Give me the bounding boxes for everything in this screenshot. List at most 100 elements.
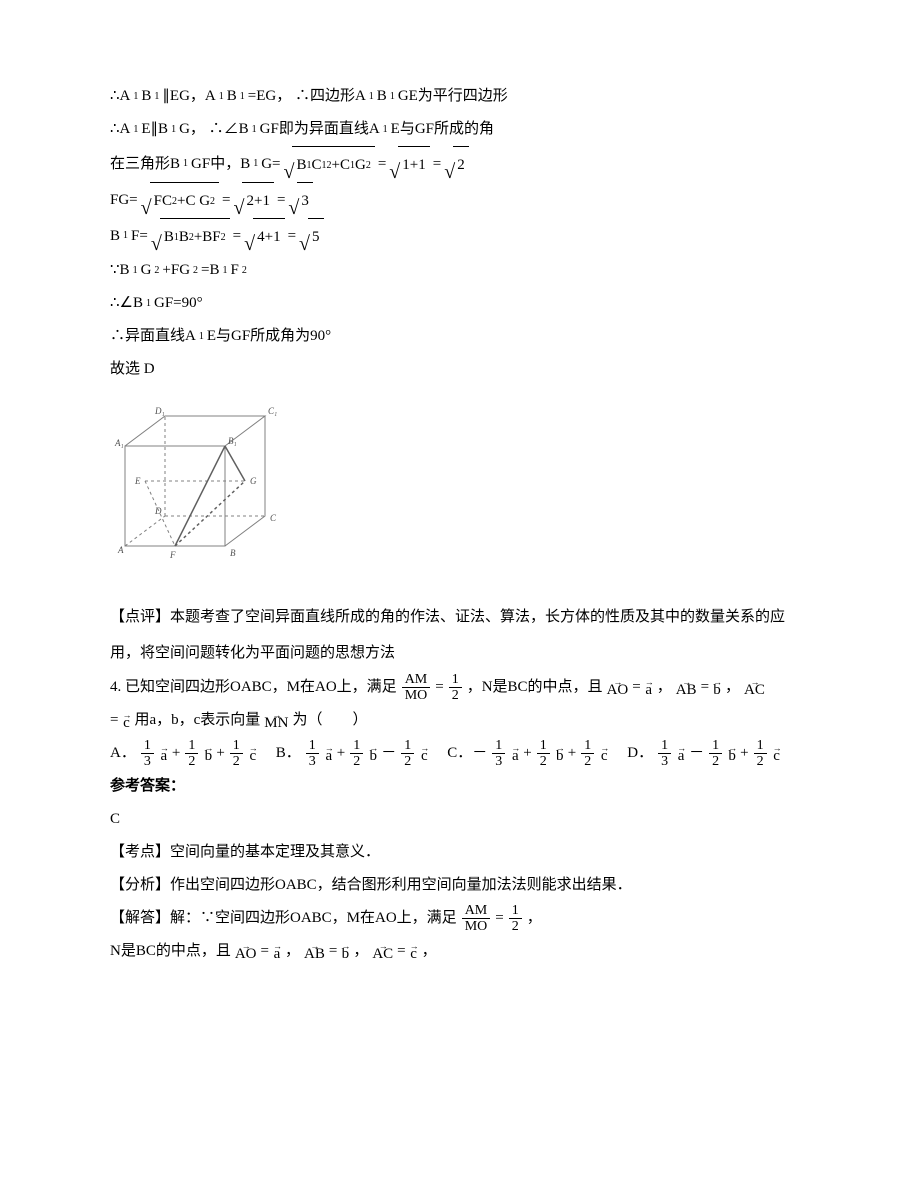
svg-text:B: B [230,548,236,558]
text: ， [725,671,740,704]
text: ， [657,671,672,704]
vec: →MN [264,711,288,731]
text: 2+1 [242,182,273,218]
frac: 12 [449,672,462,704]
text: = [110,704,118,737]
line-9: 故选 D [110,353,810,386]
sup: 2 [210,191,215,213]
line-7: ∴∠B1GF=90° [110,287,810,320]
text: B [141,80,151,113]
text: =EG， ∴四边形A [248,80,366,113]
text: B [164,221,174,254]
text: B [377,80,387,113]
line-5: B1F= √B1B2+BF2 = √4+1 = √5 [110,218,810,254]
text: +BF [194,221,221,254]
vec: →AO [235,942,257,962]
sub: 1 [253,153,258,175]
vec: →a [273,942,281,962]
jieda-line2: N是BC的中点，且 →AO = →a ， →AB = →b ， →AC = →c… [110,935,810,968]
text: N是BC的中点，且 [110,935,231,968]
q4-line1: 4. 已知空间四边形OABC，M在AO上，满足 AMMO = 12 ，N是BC的… [110,671,810,704]
sqrt: √5 [299,218,323,254]
text: 2 [453,146,469,182]
sub: 1 [146,293,151,315]
sup: 2 [221,227,226,249]
text: E与GF所成角为90° [207,320,331,353]
sqrt: √3 [288,182,312,218]
option-a: A． 13 →a+ 12 →b+ 12 →c [110,737,258,770]
text: GF=90° [154,287,203,320]
text: G [141,254,152,287]
sqrt: √2 [444,146,468,182]
text: E∥B [141,113,168,146]
vec: →AO [607,678,629,698]
vec: →AC [744,678,765,698]
svg-text:D₁: D₁ [154,406,165,416]
text: 3 [297,182,313,218]
sub: 1 [252,119,257,141]
sqrt: √FC2+C G2 [141,182,219,218]
text: G= [261,148,280,181]
sub: 1 [390,86,395,108]
line-3: 在三角形B1GF中，B1G= √B1C12+C1G2 = √1+1 = √2 [110,146,810,182]
text: F= [131,220,148,253]
text: C [312,149,322,182]
text: 1+1 [398,146,429,182]
answer: C [110,803,810,836]
text: = [233,220,241,253]
text: = [378,148,386,181]
line-2: ∴A1E∥B1G， ∴∠B1GF即为异面直线A1E与GF所成的角 [110,113,810,146]
text: E与GF所成的角 [391,113,494,146]
sub: 1 [369,86,374,108]
text: = [329,935,337,968]
text: ， [527,902,542,935]
sqrt: √1+1 [389,146,429,182]
text: = [222,184,230,217]
q4-line2: = →c 用a，b，c表示向量 →MN 为（ ） [110,704,810,737]
vec: →c [122,711,130,731]
answer-label: 参考答案： [110,770,810,803]
text: FG= [110,184,138,217]
label: A． [110,737,136,770]
text: ∵B [110,254,130,287]
options-row: A． 13 →a+ 12 →b+ 12 →c B． 13 →a+ 12 →b－ … [110,737,810,770]
fenxi: 【分析】作出空间四边形OABC，结合图形利用空间向量加法法则能求出结果． [110,869,810,902]
frac: AMMO [402,672,431,704]
vec: →c [410,942,418,962]
text: = [397,935,405,968]
text: +C G [177,185,210,218]
vec: →AC [372,942,393,962]
text: 为（ ） [292,704,367,737]
sup: 2 [193,260,198,282]
sub: 1 [123,225,128,247]
svg-text:C₁: C₁ [268,406,277,416]
text: = [433,148,441,181]
vec: →AB [304,942,325,962]
text: ， [353,935,368,968]
svg-text:G: G [250,476,257,486]
sub: 1 [133,86,138,108]
text: G [355,149,366,182]
line-4: FG= √FC2+C G2 = √2+1 = √3 [110,182,810,218]
text: =B [201,254,219,287]
text: = [435,671,443,704]
text: ， [285,935,300,968]
line-6: ∵B1G2+FG2=B1F2 [110,254,810,287]
svg-text:A₁: A₁ [114,438,124,448]
sup: 2 [154,260,159,282]
text: B [110,220,120,253]
text: F [231,254,239,287]
label: C．－ [447,737,487,770]
svg-text:B₁: B₁ [228,436,237,446]
text: ∴A [110,80,130,113]
vec: →AB [676,678,697,698]
option-d: D． 13 →a－ 12 →b+ 12 →c [627,737,781,770]
text: 4. 已知空间四边形OABC，M在AO上，满足 [110,671,397,704]
frac: AMMO [462,903,491,935]
svg-text:F: F [169,550,176,560]
line-1: ∴A1B1∥EG，A1B1=EG， ∴四边形A1B1GE为平行四边形 [110,80,810,113]
text: = [277,184,285,217]
label: D． [627,737,653,770]
text: = [288,220,296,253]
text: B [227,80,237,113]
